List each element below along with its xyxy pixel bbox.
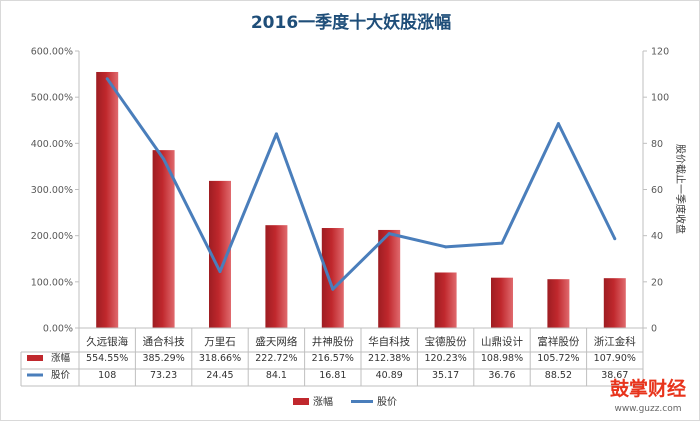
bar-series — [96, 71, 626, 328]
legend-label: 涨幅 — [313, 395, 333, 408]
y-left-tick-label: 100.00% — [31, 277, 73, 288]
line-point — [162, 157, 166, 161]
y-left-tick-label: 0.00% — [43, 324, 73, 335]
watermark-brand: 鼓掌财经 — [610, 377, 686, 400]
watermark: 鼓掌财经 www.guzz.com — [610, 377, 686, 414]
category-label: 山鼎设计 — [481, 335, 523, 348]
bar — [209, 180, 231, 328]
table-cell: 108 — [98, 370, 116, 381]
legend: 涨幅 股价 — [293, 395, 397, 408]
line-point — [387, 232, 391, 236]
category-label: 浙江金科 — [594, 335, 636, 348]
category-label: 盛天网络 — [255, 335, 297, 348]
category-label: 久远银海 — [86, 335, 128, 348]
table-cell: 36.76 — [488, 370, 515, 381]
line-point — [218, 270, 222, 274]
table-cell: 73.23 — [150, 370, 177, 381]
table-cell: 385.29% — [142, 353, 184, 364]
y-right-tick-label: 80 — [651, 139, 663, 150]
bar — [434, 272, 457, 328]
y-right-tick-label: 60 — [651, 185, 663, 196]
legend-label: 股价 — [377, 396, 397, 408]
y-right-tick-label: 20 — [651, 277, 663, 288]
y-left-tick-label: 300.00% — [31, 185, 73, 196]
y-left-tick-label: 600.00% — [31, 47, 73, 58]
table-cell: 554.55% — [86, 353, 128, 364]
bar — [491, 277, 513, 328]
y-left-tick-label: 400.00% — [31, 139, 73, 150]
table-cell: 318.66% — [199, 353, 241, 364]
table-cell: 108.98% — [481, 353, 523, 364]
line-point — [444, 245, 448, 249]
y-left-tick-label: 200.00% — [31, 231, 73, 242]
table-key-bar — [27, 355, 43, 361]
axes: 0.00% 100.00% 200.00% 300.00% 400.00% 500.00%… — [31, 47, 669, 335]
bar — [96, 71, 119, 328]
y-right-tick-label: 0 — [651, 324, 657, 335]
category-label: 富祥股份 — [537, 335, 579, 348]
legend-key-bar — [293, 398, 309, 405]
table-cell: 216.57% — [312, 353, 354, 364]
data-table: 久远银海 通合科技 万里石 盛天网络 井神股份 华自科技 宝德股份 山鼎设计 富祥股份 浙江金科涨… — [20, 327, 644, 387]
line-point — [274, 132, 278, 136]
bar — [265, 225, 288, 328]
category-label: 井神股份 — [312, 335, 354, 348]
table-cell: 88.52 — [545, 370, 572, 381]
y-right-tick-label: 100 — [651, 93, 669, 104]
table-cell: 24.45 — [206, 370, 233, 381]
table-cell: 212.38% — [368, 353, 410, 364]
table-cell: 222.72% — [255, 353, 297, 364]
bar — [547, 279, 570, 328]
table-cell: 120.23% — [424, 353, 466, 364]
line-point — [556, 122, 560, 126]
table-cell: 107.90% — [594, 353, 636, 364]
line-series — [105, 77, 617, 291]
table-row-label: 股价 — [51, 370, 71, 381]
bar — [603, 278, 626, 328]
category-label: 宝德股份 — [425, 335, 467, 348]
y-right-tick-label: 120 — [651, 47, 669, 58]
table-cell: 105.72% — [537, 353, 579, 364]
line-point — [613, 237, 617, 241]
line-point — [331, 287, 335, 291]
table-cell: 84.1 — [266, 370, 287, 381]
category-label: 万里石 — [204, 336, 236, 348]
y-right-tick-label: 40 — [651, 231, 663, 242]
table-cell: 38.67 — [601, 370, 628, 381]
bar — [321, 228, 344, 328]
line-point — [105, 77, 109, 81]
table-cell: 16.81 — [319, 370, 346, 381]
chart-title: 2016一季度十大妖股涨幅 — [251, 12, 451, 33]
bar — [378, 229, 401, 328]
table-cell: 40.89 — [376, 370, 403, 381]
watermark-url: www.guzz.com — [614, 404, 681, 414]
bar — [152, 150, 175, 328]
table-cell: 35.17 — [432, 370, 459, 381]
category-label: 通合科技 — [143, 335, 185, 348]
category-label: 华自科技 — [368, 335, 410, 348]
price-line — [105, 77, 617, 291]
table-row-label: 涨幅 — [51, 352, 71, 364]
line-point — [500, 241, 504, 245]
y-left-tick-label: 500.00% — [31, 93, 73, 104]
y-axis-right-title: 股价截止一季度收盘 — [674, 144, 687, 234]
